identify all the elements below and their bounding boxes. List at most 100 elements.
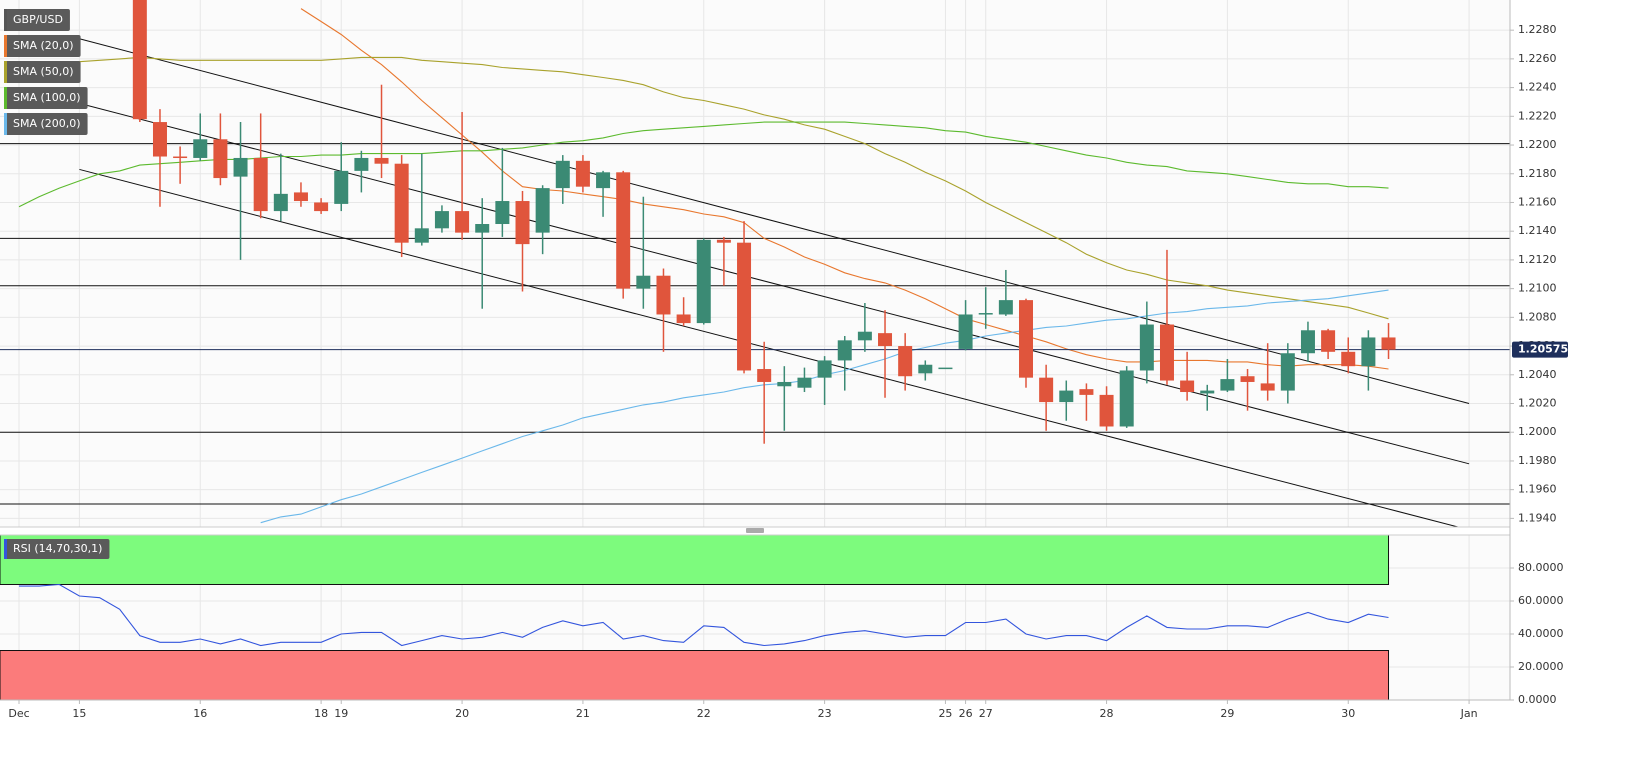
candle-body — [998, 300, 1013, 315]
candle-body — [515, 201, 530, 245]
y-tick-label: 1.2000 — [1518, 425, 1557, 438]
y-tick-label: 1.2260 — [1518, 52, 1557, 65]
legend-label: SMA (200,0) — [13, 117, 81, 130]
sma-line — [300, 8, 1389, 370]
candle-body — [273, 193, 288, 212]
rsi-band — [0, 535, 1390, 585]
candle-body — [857, 331, 872, 341]
candle-body — [575, 160, 590, 187]
candle-body — [1240, 376, 1255, 382]
price-plot — [0, 0, 1510, 527]
legend-swatch — [4, 87, 7, 109]
legend-entry: RSI (14,70,30,1) — [4, 539, 110, 559]
y-tick-label: 1.2100 — [1518, 282, 1557, 295]
legend-box — [4, 113, 88, 135]
price-panel — [0, 0, 1510, 527]
y-tick-label: 1.2220 — [1518, 109, 1557, 122]
x-tick-label: 15 — [72, 707, 86, 720]
y-tick-label: 1.2160 — [1518, 195, 1557, 208]
legend-box — [4, 35, 81, 57]
y-tick-label: 1.2180 — [1518, 167, 1557, 180]
legend-entry: SMA (100,0) — [4, 87, 88, 109]
candle-body — [434, 211, 449, 229]
x-tick-label: 19 — [334, 707, 348, 720]
candle-body — [1099, 394, 1114, 427]
candle-body — [1260, 383, 1275, 391]
candle-body — [535, 188, 550, 233]
candle-body — [173, 156, 188, 159]
last-price-label: 1.20575 — [1518, 343, 1568, 356]
candle-body — [354, 157, 369, 171]
candle-body — [1220, 379, 1235, 391]
x-tick-label: 25 — [938, 707, 952, 720]
x-tick-label: 18 — [314, 707, 328, 720]
x-tick-label: 27 — [979, 707, 993, 720]
candle-body — [233, 157, 248, 177]
candle-body — [1280, 353, 1295, 391]
legend-box — [4, 9, 70, 31]
candle-body — [152, 122, 167, 157]
x-tick-label: 23 — [818, 707, 832, 720]
legend-box — [4, 61, 81, 83]
y-tick-label: 0.0000 — [1518, 693, 1557, 706]
candle-body — [1019, 300, 1033, 378]
last-price-box — [1512, 341, 1568, 358]
candle-body — [1139, 324, 1154, 371]
legend-entry: GBP/USD — [4, 9, 70, 31]
legend-entry: SMA (50,0) — [4, 61, 81, 83]
candle-body — [1059, 390, 1074, 403]
x-tick-label: 26 — [959, 707, 973, 720]
rsi-line — [19, 583, 1389, 647]
y-tick-label: 1.1960 — [1518, 483, 1557, 496]
resize-handle[interactable] — [746, 528, 764, 533]
x-tick-label: 29 — [1220, 707, 1234, 720]
x-tick-label: Dec — [8, 707, 29, 720]
trendline — [79, 38, 1470, 404]
legend-label: RSI (14,70,30,1) — [13, 542, 102, 555]
x-tick-label: Jan — [1460, 707, 1478, 720]
candle-body — [475, 224, 490, 233]
candle-body — [455, 211, 470, 233]
rsi-plot — [0, 535, 1390, 700]
y-tick-label: 1.2240 — [1518, 81, 1557, 94]
candle-body — [213, 139, 228, 179]
candle-body — [817, 360, 832, 378]
rsi-band — [0, 650, 1390, 700]
x-tick-label: 28 — [1100, 707, 1114, 720]
y-tick-label: 1.2140 — [1518, 224, 1557, 237]
x-tick-label: 20 — [455, 707, 469, 720]
candle-body — [656, 275, 671, 315]
legend-swatch — [4, 35, 7, 57]
x-tick-label: 16 — [193, 707, 207, 720]
candle-body — [797, 377, 812, 388]
sma-line — [18, 56, 1389, 320]
candle-body — [414, 228, 429, 243]
candle-body — [938, 367, 953, 370]
legend-swatch — [4, 61, 7, 83]
candle-body — [293, 192, 308, 202]
legend: GBP/USD SMA (20,0) SMA (50,0) SMA (100,0) SM… — [4, 9, 110, 559]
candle-body — [374, 157, 389, 164]
legend-swatch — [4, 539, 7, 559]
candle-body — [1341, 351, 1356, 367]
legend-entry: SMA (200,0) — [4, 113, 88, 135]
y-tick-label: 40.0000 — [1518, 627, 1564, 640]
candle-body — [495, 201, 510, 225]
y-tick-label: 1.2200 — [1518, 138, 1557, 151]
y-tick-label: 80.0000 — [1518, 561, 1564, 574]
trendline — [79, 102, 1470, 465]
legend-label: SMA (20,0) — [13, 39, 74, 52]
candle-body — [1180, 380, 1195, 393]
y-tick-label: 1.2020 — [1518, 397, 1557, 410]
y-tick-label: 1.2280 — [1518, 23, 1557, 36]
legend-label: SMA (100,0) — [13, 91, 81, 104]
legend-box — [4, 539, 110, 559]
candle-body — [898, 346, 913, 377]
candle-body — [1039, 377, 1054, 403]
candle-body — [1381, 337, 1396, 350]
x-tick-label: 22 — [697, 707, 711, 720]
y-tick-label: 1.1980 — [1518, 454, 1557, 467]
x-tick-label: 21 — [576, 707, 590, 720]
